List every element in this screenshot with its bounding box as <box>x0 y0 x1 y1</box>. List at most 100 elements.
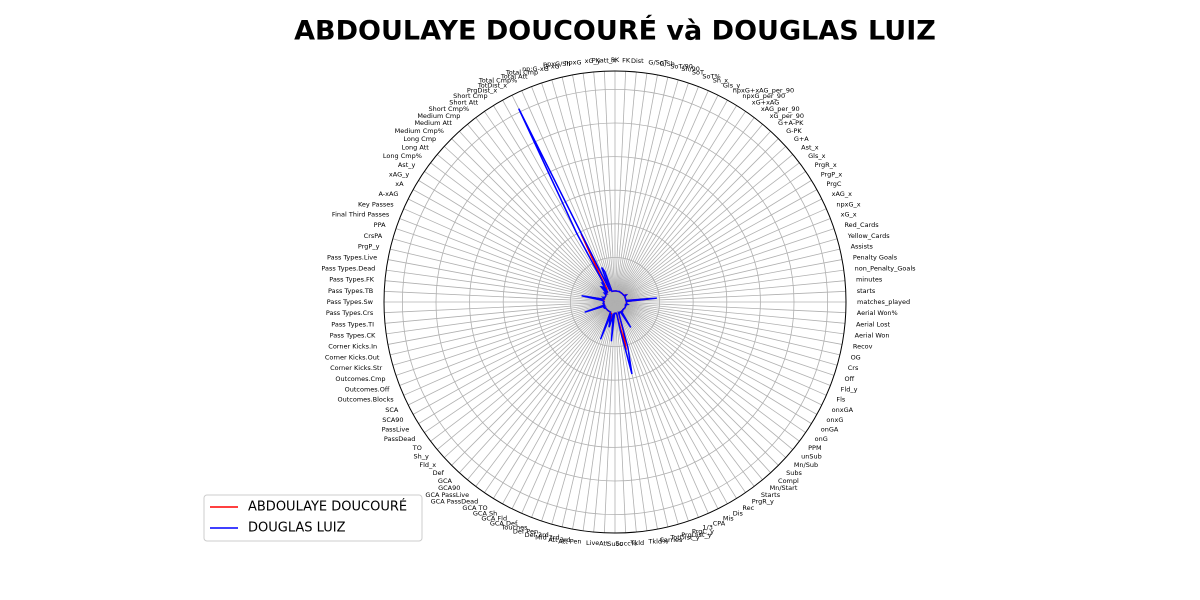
spoke <box>403 301 616 396</box>
spoke <box>430 162 616 303</box>
spoke <box>444 301 616 458</box>
spoke <box>614 301 709 514</box>
category-label: SCA90 <box>382 416 403 424</box>
spoke <box>521 301 616 514</box>
spoke <box>614 301 844 335</box>
spoke <box>430 301 616 442</box>
category-label: OG <box>851 353 861 361</box>
spoke <box>614 301 771 473</box>
spoke <box>390 301 616 356</box>
spoke <box>614 74 658 303</box>
category-label: 1/3 <box>702 524 712 532</box>
spoke <box>475 301 616 487</box>
category-label: Short Cmp <box>453 92 488 100</box>
spoke <box>395 228 616 303</box>
spoke <box>614 301 840 356</box>
category-label: Total Att <box>500 72 528 80</box>
category-label: G/Sh <box>659 60 674 68</box>
category-label: Corner Kicks.In <box>328 342 377 350</box>
spoke <box>603 71 616 303</box>
category-label: Att <box>599 540 609 548</box>
category-label: G-xG <box>543 62 559 70</box>
category-label: PrgDist_y <box>681 531 711 539</box>
category-label: SoT/90 <box>670 62 693 70</box>
category-label: npxG_x <box>836 200 860 208</box>
category-label: Assists <box>851 243 874 251</box>
spoke <box>387 259 616 303</box>
category-label: CrsPA <box>364 232 383 240</box>
spoke <box>424 171 616 303</box>
category-label: onxG <box>826 416 843 424</box>
spoke <box>614 301 627 533</box>
spoke <box>614 73 648 303</box>
spoke <box>614 154 793 303</box>
category-label: G+A-PK <box>778 119 804 127</box>
legend-label: DOUGLAS LUIZ <box>248 521 346 536</box>
spoke <box>614 171 806 303</box>
category-label: onGA <box>821 425 839 433</box>
spoke <box>403 208 616 303</box>
category-label: PrgC_y <box>692 527 714 535</box>
category-label: npxG <box>564 58 581 66</box>
legend-box <box>203 494 423 542</box>
category-label: non_Penalty_Goals <box>855 265 917 273</box>
category-label: Aerial Lost <box>856 320 891 328</box>
spoke <box>531 86 616 303</box>
spoke <box>614 208 827 303</box>
spoke <box>614 301 843 345</box>
spoke <box>392 301 616 366</box>
category-label: onG <box>815 435 828 443</box>
category-label: GCA PassLive <box>425 491 469 499</box>
spoke <box>451 138 616 303</box>
category-label: SoT <box>692 69 704 77</box>
spoke <box>614 228 835 303</box>
category-label: npxG_per_90 <box>742 92 785 100</box>
category-label: Sh/90 <box>681 65 700 73</box>
category-label: PrgC <box>826 180 841 188</box>
category-label: Mn/Start <box>770 484 798 492</box>
spoke <box>614 301 818 415</box>
spoke <box>475 117 616 303</box>
spoke <box>392 238 616 303</box>
category-label: GCA Fld <box>481 515 507 523</box>
spoke <box>459 301 616 473</box>
spoke <box>614 301 806 433</box>
category-label: Short Att <box>449 98 478 106</box>
spoke <box>614 124 763 303</box>
category-label: Subs <box>786 469 802 477</box>
category-label: G/SoT <box>648 58 667 66</box>
category-label: PPA <box>374 221 386 229</box>
spoke <box>614 86 699 303</box>
spoke <box>614 105 737 303</box>
category-label: Def 3rd <box>525 531 549 539</box>
spoke <box>614 138 779 303</box>
category-label: Medium Att <box>414 119 452 127</box>
spoke <box>603 301 616 533</box>
spoke <box>437 154 616 303</box>
spoke <box>582 73 616 303</box>
spoke <box>437 301 616 450</box>
spoke <box>412 189 616 303</box>
spoke <box>386 269 616 303</box>
spoke <box>387 301 616 345</box>
category-label: xG_y <box>585 57 601 65</box>
category-label: Corner Kicks.Str <box>330 364 382 372</box>
spoke <box>614 117 755 303</box>
category-label: GCA <box>438 477 453 485</box>
spoke <box>399 218 616 303</box>
category-label: Live <box>586 539 599 547</box>
category-label: Total Cmp% <box>478 77 517 85</box>
spoke <box>614 301 755 487</box>
category-label: xA <box>395 180 404 188</box>
category-label: GCA90 <box>438 484 460 492</box>
category-label: Penalty Goals <box>853 254 898 262</box>
category-label: np:G-xG <box>522 65 549 73</box>
category-label: onxGA <box>832 406 854 414</box>
spoke <box>614 301 827 396</box>
spoke <box>572 301 616 530</box>
category-label: PassDead <box>384 435 416 443</box>
category-label: Succ% <box>615 540 637 548</box>
spoke <box>614 301 689 522</box>
spoke <box>614 301 763 480</box>
spoke <box>614 131 771 303</box>
